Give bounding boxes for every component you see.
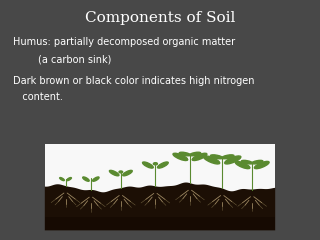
Polygon shape — [45, 217, 275, 230]
Text: (a carbon sink): (a carbon sink) — [13, 54, 111, 64]
Ellipse shape — [189, 152, 201, 156]
Ellipse shape — [119, 171, 123, 173]
Ellipse shape — [211, 155, 223, 159]
Text: content.: content. — [13, 92, 63, 102]
Ellipse shape — [173, 153, 188, 161]
Ellipse shape — [222, 155, 234, 159]
Polygon shape — [45, 182, 275, 230]
Ellipse shape — [242, 160, 252, 164]
Ellipse shape — [67, 178, 71, 181]
Ellipse shape — [192, 153, 207, 161]
Ellipse shape — [252, 160, 263, 164]
Text: Humus: partially decomposed organic matter: Humus: partially decomposed organic matt… — [13, 37, 235, 47]
FancyBboxPatch shape — [45, 144, 275, 230]
Text: Dark brown or black color indicates high nitrogen: Dark brown or black color indicates high… — [13, 76, 254, 86]
Ellipse shape — [109, 170, 119, 176]
Ellipse shape — [142, 162, 153, 168]
Ellipse shape — [123, 170, 132, 176]
Ellipse shape — [153, 163, 157, 165]
Ellipse shape — [254, 161, 269, 169]
Ellipse shape — [179, 152, 190, 156]
Ellipse shape — [225, 156, 241, 164]
Ellipse shape — [157, 162, 168, 168]
Ellipse shape — [92, 177, 99, 181]
Ellipse shape — [235, 161, 250, 169]
Ellipse shape — [204, 156, 220, 164]
Ellipse shape — [83, 177, 89, 181]
Text: Components of Soil: Components of Soil — [85, 11, 235, 25]
Ellipse shape — [60, 178, 64, 181]
